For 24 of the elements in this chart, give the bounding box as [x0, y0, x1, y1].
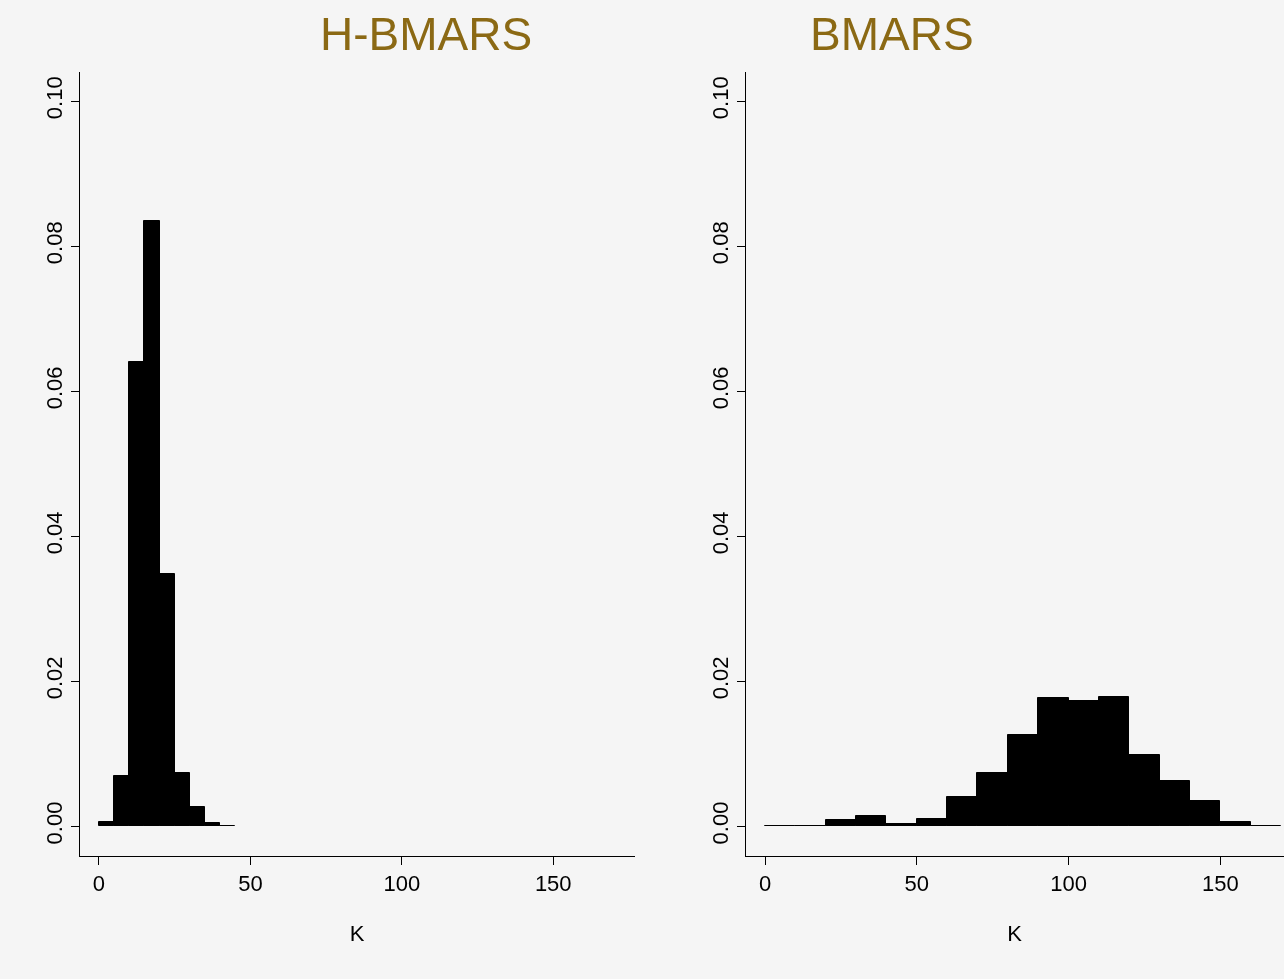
y-tick-label: 0.10 — [708, 76, 734, 120]
x-axis-title: K — [1007, 921, 1023, 947]
x-tick-label: 100 — [1050, 871, 1087, 897]
y-tick-label: 0.08 — [708, 221, 734, 265]
x-tick-label: 0 — [92, 871, 106, 897]
y-tick-label: 0.00 — [42, 801, 68, 845]
y-tick-label: 0.00 — [708, 801, 734, 845]
y-tick-label: 0.04 — [708, 511, 734, 555]
y-tick-label: 0.02 — [708, 656, 734, 700]
chart-title: BMARS — [810, 8, 974, 60]
x-tick-label: 150 — [1201, 871, 1239, 897]
y-tick-label: 0.10 — [42, 76, 68, 120]
y-tick-label: 0.06 — [708, 366, 734, 410]
x-tick-label: 0 — [758, 871, 772, 897]
y-tick-label: 0.02 — [42, 656, 68, 700]
x-tick-label: 50 — [904, 871, 930, 897]
chart-title: H-BMARS — [320, 8, 533, 60]
y-tick-label: 0.06 — [42, 366, 68, 410]
x-tick-label: 150 — [534, 871, 572, 897]
x-tick-label: 50 — [238, 871, 263, 897]
y-tick-label: 0.08 — [42, 221, 68, 265]
x-axis-title: K — [349, 921, 365, 947]
y-tick-label: 0.04 — [42, 511, 68, 555]
x-tick-label: 100 — [383, 871, 421, 897]
